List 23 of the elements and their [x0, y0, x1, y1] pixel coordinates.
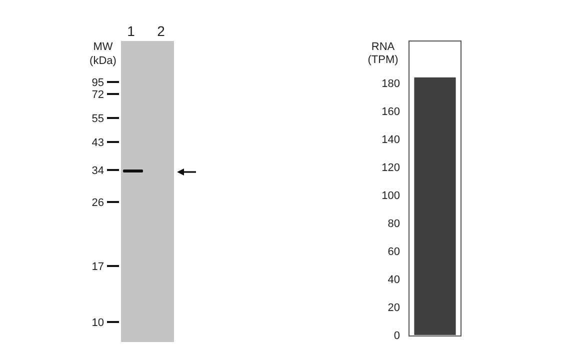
- y-tick-label: 180: [382, 78, 400, 90]
- text: 72: [92, 89, 104, 101]
- text: 17: [92, 261, 104, 273]
- text: 43: [92, 137, 104, 149]
- text: (kDa): [90, 55, 116, 67]
- y-tick-label: 0: [394, 330, 400, 342]
- text: MW: [93, 41, 114, 53]
- text: 55: [92, 113, 104, 125]
- y-axis-title: RNA (TPM): [368, 41, 398, 66]
- y-tick-label: 60: [388, 246, 400, 258]
- y-tick-label: 140: [382, 134, 400, 146]
- text: 34: [92, 165, 104, 177]
- text: 26: [92, 197, 104, 209]
- y-tick-label: 80: [388, 218, 400, 230]
- y-tick-label: 100: [382, 190, 400, 202]
- text: 1: [127, 23, 136, 39]
- text: 95: [92, 77, 104, 89]
- y-tick-label: 40: [388, 274, 400, 286]
- text: 2: [157, 23, 166, 39]
- y-tick-label: 20: [388, 302, 400, 314]
- y-tick-label: 120: [382, 162, 400, 174]
- text: 10: [92, 317, 104, 329]
- y-tick-label: 160: [382, 106, 400, 118]
